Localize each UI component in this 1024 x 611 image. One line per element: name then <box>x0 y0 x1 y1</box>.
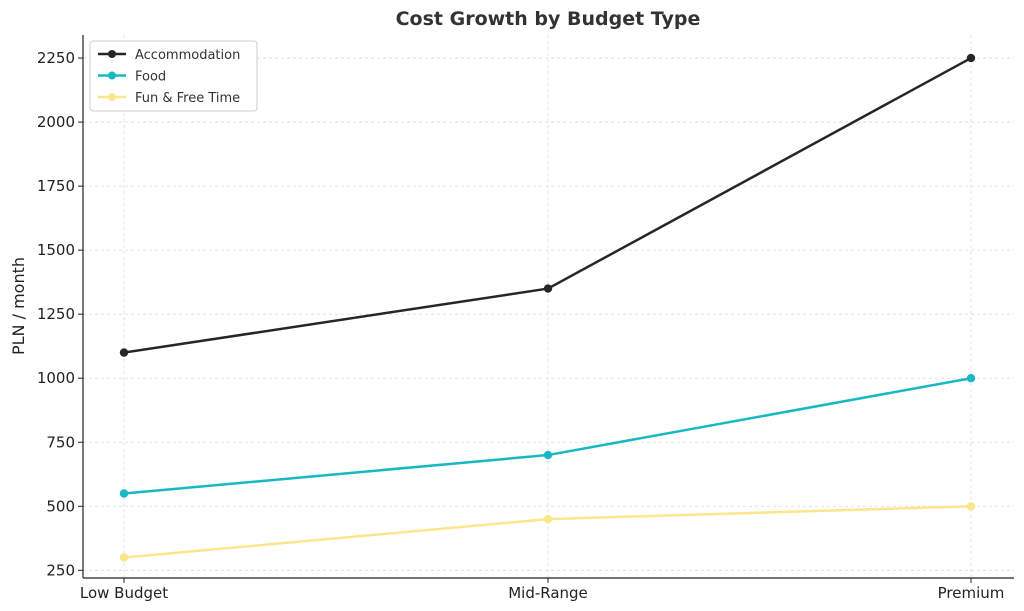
y-tick-label: 1000 <box>37 369 75 387</box>
legend-marker <box>108 71 116 80</box>
legend-marker <box>108 93 116 101</box>
legend-label: Accommodation <box>135 48 240 63</box>
series-group <box>119 53 976 562</box>
x-axis-ticks: Low Budget Mid-Range Premium <box>80 578 1005 602</box>
y-tick-label: 1500 <box>37 241 75 259</box>
legend-item: Fun & Free Time <box>98 91 240 106</box>
y-tick-label: 250 <box>46 561 75 579</box>
series-line <box>123 376 972 495</box>
data-point <box>966 374 976 383</box>
grid <box>83 35 1014 578</box>
legend-box <box>89 40 258 112</box>
series <box>119 502 976 562</box>
series <box>119 374 976 498</box>
legend-marker <box>108 50 116 58</box>
y-axis-ticks: 250 500 750 1000 1250 1500 1750 2000 2250 <box>37 49 83 579</box>
axes <box>82 35 1014 579</box>
y-tick-label: 750 <box>46 433 75 451</box>
data-point <box>543 450 553 460</box>
x-tick-label: Mid-Range <box>508 584 588 602</box>
legend-item: Food <box>98 70 166 85</box>
y-tick-label: 2000 <box>37 113 75 131</box>
x-tick-label: Low Budget <box>80 584 168 602</box>
data-point <box>119 553 129 562</box>
legend-label: Food <box>135 70 166 85</box>
series-line <box>123 505 972 559</box>
legend-label: Fun & Free Time <box>135 91 240 106</box>
series <box>119 53 976 357</box>
x-tick-label: Premium <box>938 584 1005 602</box>
legend: Accommodation Food Fun & Free Time <box>89 40 258 112</box>
y-tick-label: 500 <box>46 497 75 515</box>
data-point <box>119 348 129 357</box>
data-point <box>543 514 553 524</box>
data-point <box>966 502 976 511</box>
y-tick-label: 1250 <box>37 305 75 323</box>
data-point <box>543 284 553 293</box>
y-tick-label: 2250 <box>37 49 75 67</box>
legend-item: Accommodation <box>98 48 240 63</box>
chart-title: Cost Growth by Budget Type <box>396 8 701 30</box>
y-tick-label: 1750 <box>37 177 75 195</box>
y-axis-label: PLN / month <box>9 257 28 355</box>
data-point <box>119 489 129 498</box>
data-point <box>966 53 976 63</box>
